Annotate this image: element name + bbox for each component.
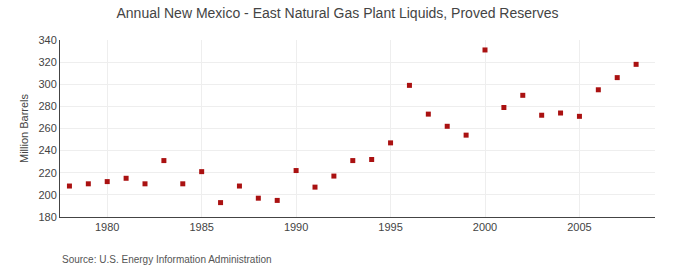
svg-text:240: 240 — [38, 144, 56, 156]
svg-text:300: 300 — [38, 78, 56, 90]
svg-text:320: 320 — [38, 56, 56, 68]
svg-text:Source: U.S. Energy Informatio: Source: U.S. Energy Information Administ… — [62, 254, 272, 265]
svg-text:220: 220 — [38, 167, 56, 179]
svg-text:Annual New Mexico - East Natur: Annual New Mexico - East Natural Gas Pla… — [117, 5, 559, 21]
svg-text:340: 340 — [38, 34, 56, 46]
svg-text:180: 180 — [38, 211, 56, 223]
svg-text:2005: 2005 — [567, 221, 591, 233]
svg-text:200: 200 — [38, 189, 56, 201]
svg-text:1985: 1985 — [189, 221, 213, 233]
svg-text:1995: 1995 — [378, 221, 402, 233]
svg-text:1990: 1990 — [284, 221, 308, 233]
svg-text:280: 280 — [38, 100, 56, 112]
svg-text:2000: 2000 — [473, 221, 497, 233]
svg-text:Million Barrels: Million Barrels — [18, 93, 30, 163]
svg-text:260: 260 — [38, 122, 56, 134]
svg-text:1980: 1980 — [95, 221, 119, 233]
